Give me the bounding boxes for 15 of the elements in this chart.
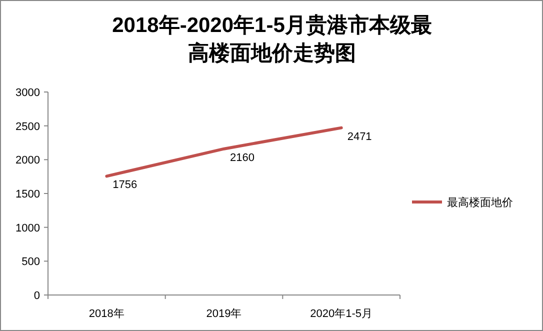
chart-title: 2018年-2020年1-5月贵港市本级最高楼面地价走势图 — [112, 13, 432, 65]
y-tick-label: 500 — [22, 256, 40, 268]
data-label: 2471 — [347, 130, 372, 143]
legend-label: 最高楼面地价 — [447, 196, 513, 209]
y-tick-label: 2500 — [16, 120, 40, 133]
data-label: 2160 — [230, 152, 254, 164]
y-tick-label: 0 — [34, 290, 40, 302]
x-tick-label: 2019年 — [206, 308, 242, 320]
y-tick-label: 1000 — [16, 222, 40, 234]
x-tick-label: 2020年1-5月 — [310, 308, 373, 320]
x-tick-label: 2018年 — [88, 308, 124, 320]
y-tick-label: 2000 — [16, 154, 40, 167]
y-tick-label: 1500 — [16, 188, 40, 200]
y-tick-label: 3000 — [16, 87, 40, 99]
data-label: 1756 — [112, 179, 138, 192]
